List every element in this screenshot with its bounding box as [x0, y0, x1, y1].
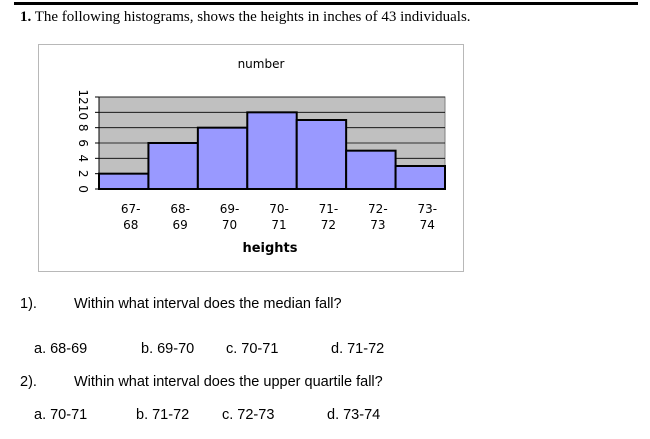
histogram-bar — [394, 165, 447, 190]
x-tick-label: 73 — [370, 218, 385, 232]
x-tick-label: 70- — [269, 202, 289, 216]
question-2-option-d: d. 73-74 — [327, 407, 381, 423]
y-tick-label: 8 — [76, 124, 90, 132]
question-1-option-a: a. 68-69 — [34, 341, 88, 357]
question-1-number: 1). — [20, 296, 37, 312]
x-tick-label: 68- — [170, 202, 190, 216]
y-tick-label: 2 — [76, 170, 90, 178]
x-tick-label: 73- — [417, 202, 437, 216]
question-2-option-b: b. 71-72 — [136, 407, 190, 423]
question-1-text: Within what interval does the median fal… — [74, 296, 342, 312]
y-tick-label: 10 — [76, 105, 90, 120]
x-tick-label: 72- — [368, 202, 388, 216]
problem-number: 1. — [20, 9, 32, 25]
histogram-chart: number 12 10 8 6 4 2 0 67- 68 68- 69 69- 70 70- 71 71- 72… — [38, 44, 464, 272]
problem-heading: 1. The following histograms, shows the h… — [20, 9, 471, 26]
histogram-bar — [246, 111, 298, 190]
y-tick-label: 12 — [76, 89, 90, 104]
problem-text: The following histograms, shows the heig… — [34, 9, 471, 25]
x-tick-label: 70 — [222, 218, 237, 232]
question-2-number: 2). — [20, 374, 37, 390]
question-1-option-c: c. 70-71 — [226, 341, 279, 357]
x-tick-label: 69 — [173, 218, 188, 232]
question-2-option-a: a. 70-71 — [34, 407, 88, 423]
x-axis-title: heights — [242, 241, 297, 256]
question-2-text: Within what interval does the upper quar… — [74, 374, 383, 390]
question-1-option-d: d. 71-72 — [331, 341, 385, 357]
y-tick-label: 4 — [76, 155, 90, 163]
y-tick-label: 0 — [76, 185, 90, 193]
histogram-bar — [196, 126, 249, 190]
x-tick-label: 69- — [220, 202, 240, 216]
x-tick-label: 71- — [319, 202, 339, 216]
x-tick-label: 68 — [123, 218, 138, 232]
x-tick-label: 74 — [420, 218, 435, 232]
y-tick-label: 6 — [76, 139, 90, 147]
histogram-bar — [147, 142, 199, 190]
histogram-bar — [295, 119, 348, 190]
histogram-bar — [98, 172, 150, 191]
question-2-option-c: c. 72-73 — [222, 407, 275, 423]
x-tick-label: 71 — [271, 218, 286, 232]
x-tick-label: 72 — [321, 218, 336, 232]
x-tick-label: 67- — [121, 202, 141, 216]
chart-title: number — [238, 57, 285, 71]
histogram-bar — [345, 149, 397, 190]
top-rule — [14, 2, 638, 5]
question-1-option-b: b. 69-70 — [141, 341, 195, 357]
